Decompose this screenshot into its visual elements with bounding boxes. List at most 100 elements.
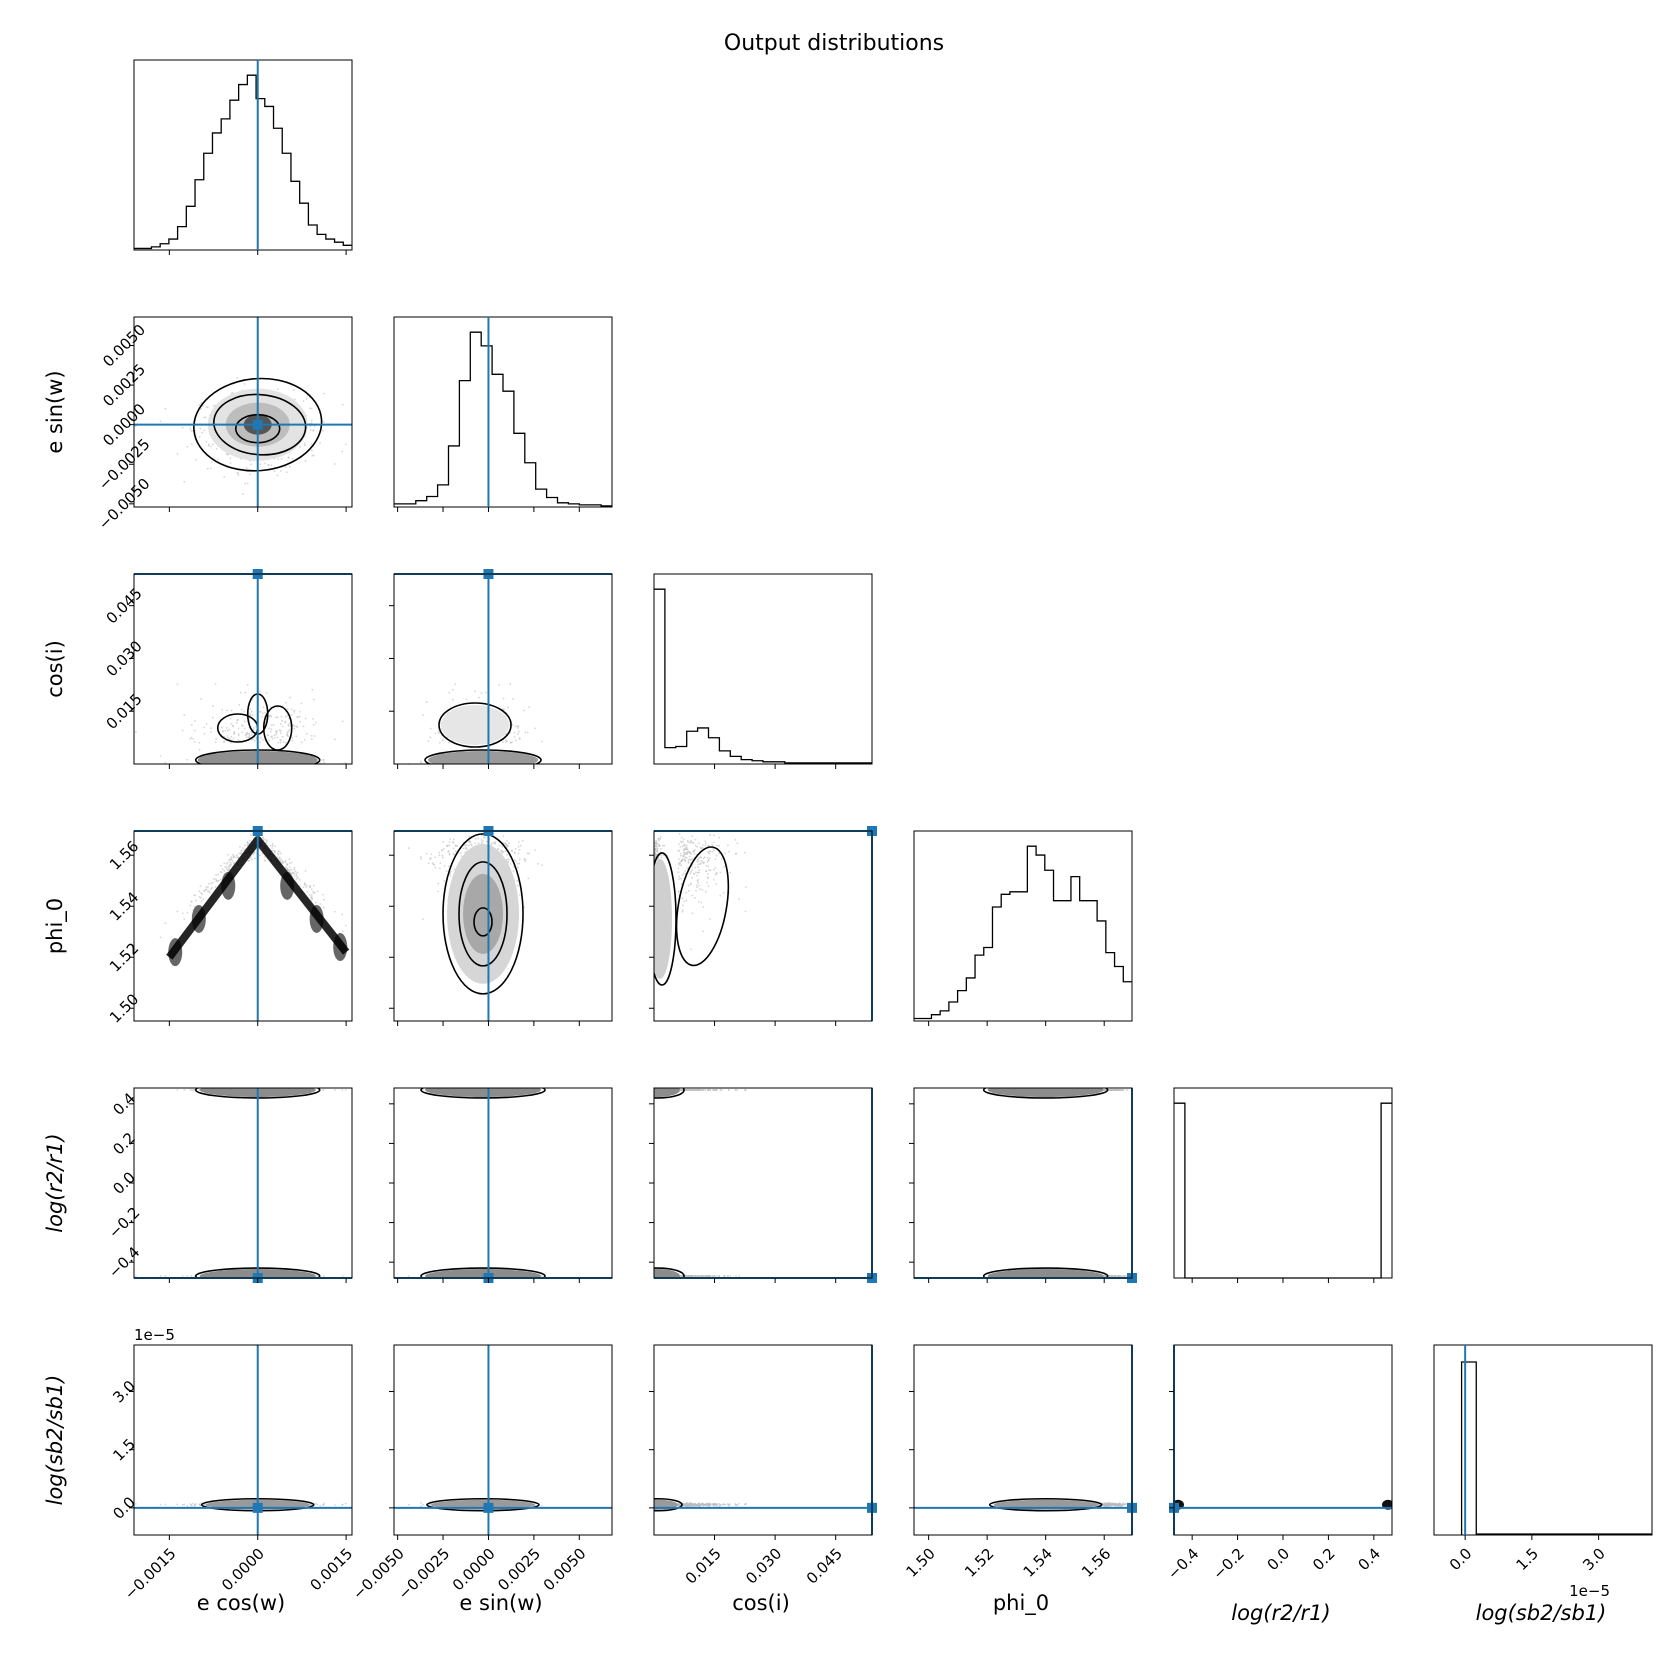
sample-point <box>210 727 212 730</box>
sample-point <box>465 844 468 847</box>
sample-point <box>498 844 501 847</box>
sample-point <box>494 842 497 845</box>
sample-point <box>280 730 282 732</box>
sample-point <box>705 864 708 867</box>
sample-point <box>236 377 239 379</box>
sample-point <box>477 842 480 845</box>
sample-point <box>517 732 519 735</box>
sample-point <box>233 730 235 733</box>
sample-point <box>528 852 530 855</box>
sample-point <box>303 883 306 886</box>
sample-point <box>291 739 294 742</box>
sample-point <box>718 852 721 855</box>
sample-point <box>232 725 235 728</box>
sample-point <box>523 858 526 860</box>
sample-point <box>430 853 433 856</box>
sample-point <box>467 840 470 843</box>
sample-point <box>277 853 280 856</box>
sample-point <box>445 870 448 873</box>
sample-point <box>323 420 325 423</box>
histogram-step <box>914 845 1132 1020</box>
sample-point <box>656 846 659 848</box>
sample-point <box>736 842 739 845</box>
sample-point <box>284 701 287 704</box>
sample-point <box>235 856 238 859</box>
sample-point <box>192 737 195 740</box>
sample-point <box>452 698 454 701</box>
sample-point <box>684 853 687 856</box>
sample-point <box>306 394 309 397</box>
sample-point <box>310 738 313 740</box>
sample-point <box>718 1275 721 1277</box>
sample-point <box>230 856 233 859</box>
sample-point <box>334 738 336 741</box>
panel-frame <box>1433 1344 1653 1536</box>
panel-content <box>654 832 747 986</box>
sample-point <box>323 761 325 764</box>
sample-point <box>697 856 700 859</box>
sample-point <box>1118 1275 1121 1277</box>
sample-point <box>684 870 687 872</box>
sample-point <box>526 852 529 855</box>
sample-point <box>230 735 233 738</box>
panel-frame <box>133 1344 353 1536</box>
sample-point <box>659 835 662 838</box>
sample-point <box>459 852 462 855</box>
sample-point <box>232 737 235 740</box>
sample-point <box>249 708 252 711</box>
sample-point <box>216 880 219 883</box>
sample-point <box>304 717 307 720</box>
sample-point <box>297 877 299 880</box>
sample-point <box>202 404 204 407</box>
sample-point <box>518 894 521 896</box>
sample-point <box>248 712 251 715</box>
sample-point <box>236 471 239 474</box>
sample-point <box>729 871 732 874</box>
panel-content <box>135 1497 347 1512</box>
sample-point <box>735 1275 737 1277</box>
sample-point <box>541 864 543 867</box>
sample-point <box>190 429 193 432</box>
sample-point <box>253 851 256 854</box>
sample-point <box>695 1089 698 1091</box>
sample-point <box>195 899 197 902</box>
sample-point <box>246 482 249 485</box>
sample-point <box>311 897 314 900</box>
sample-point <box>681 909 684 912</box>
sample-point <box>190 1089 193 1091</box>
sample-point <box>1121 1089 1124 1091</box>
sample-point <box>1124 1275 1127 1277</box>
sample-point <box>200 892 203 894</box>
sample-point <box>509 741 512 744</box>
sample-point <box>252 853 255 856</box>
sample-point <box>460 855 463 857</box>
sample-point <box>186 911 189 914</box>
sample-point <box>219 878 222 881</box>
sample-point <box>492 841 494 844</box>
sample-point <box>702 862 705 864</box>
sample-point <box>224 865 227 868</box>
sample-point <box>212 878 215 881</box>
sample-point <box>722 892 725 894</box>
sample-point <box>700 859 703 862</box>
sample-point <box>243 710 246 713</box>
sample-point <box>253 857 256 860</box>
sample-point <box>181 912 184 915</box>
sample-point <box>190 724 193 726</box>
sample-point <box>422 714 424 717</box>
sample-point <box>265 692 268 695</box>
sample-point <box>310 894 313 897</box>
sample-point <box>288 722 291 725</box>
sample-point <box>490 843 493 845</box>
sample-point <box>1119 1089 1122 1091</box>
sample-point <box>189 1503 192 1505</box>
sample-point <box>707 865 710 868</box>
sample-point <box>181 729 184 732</box>
sample-point <box>719 1089 722 1091</box>
sample-point <box>300 741 303 744</box>
sample-point <box>452 852 455 855</box>
sample-point <box>686 839 689 842</box>
sample-point <box>504 843 507 846</box>
sample-point <box>275 733 278 735</box>
sample-point <box>183 918 186 920</box>
